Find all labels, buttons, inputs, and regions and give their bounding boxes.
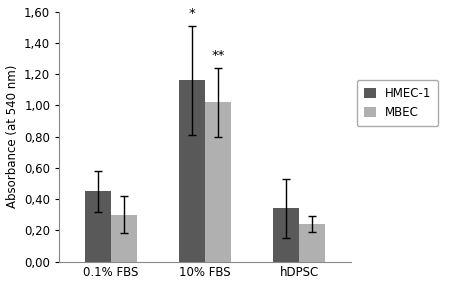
- Text: **: **: [211, 49, 225, 62]
- Bar: [299, 224, 325, 262]
- Bar: [273, 209, 299, 262]
- Y-axis label: Absorbance (at 540 nm): Absorbance (at 540 nm): [6, 65, 18, 208]
- Bar: [85, 191, 111, 262]
- Legend: HMEC-1, MBEC: HMEC-1, MBEC: [356, 80, 438, 126]
- Bar: [111, 215, 137, 262]
- Bar: [179, 80, 205, 262]
- Bar: [205, 102, 231, 262]
- Text: *: *: [189, 7, 195, 19]
